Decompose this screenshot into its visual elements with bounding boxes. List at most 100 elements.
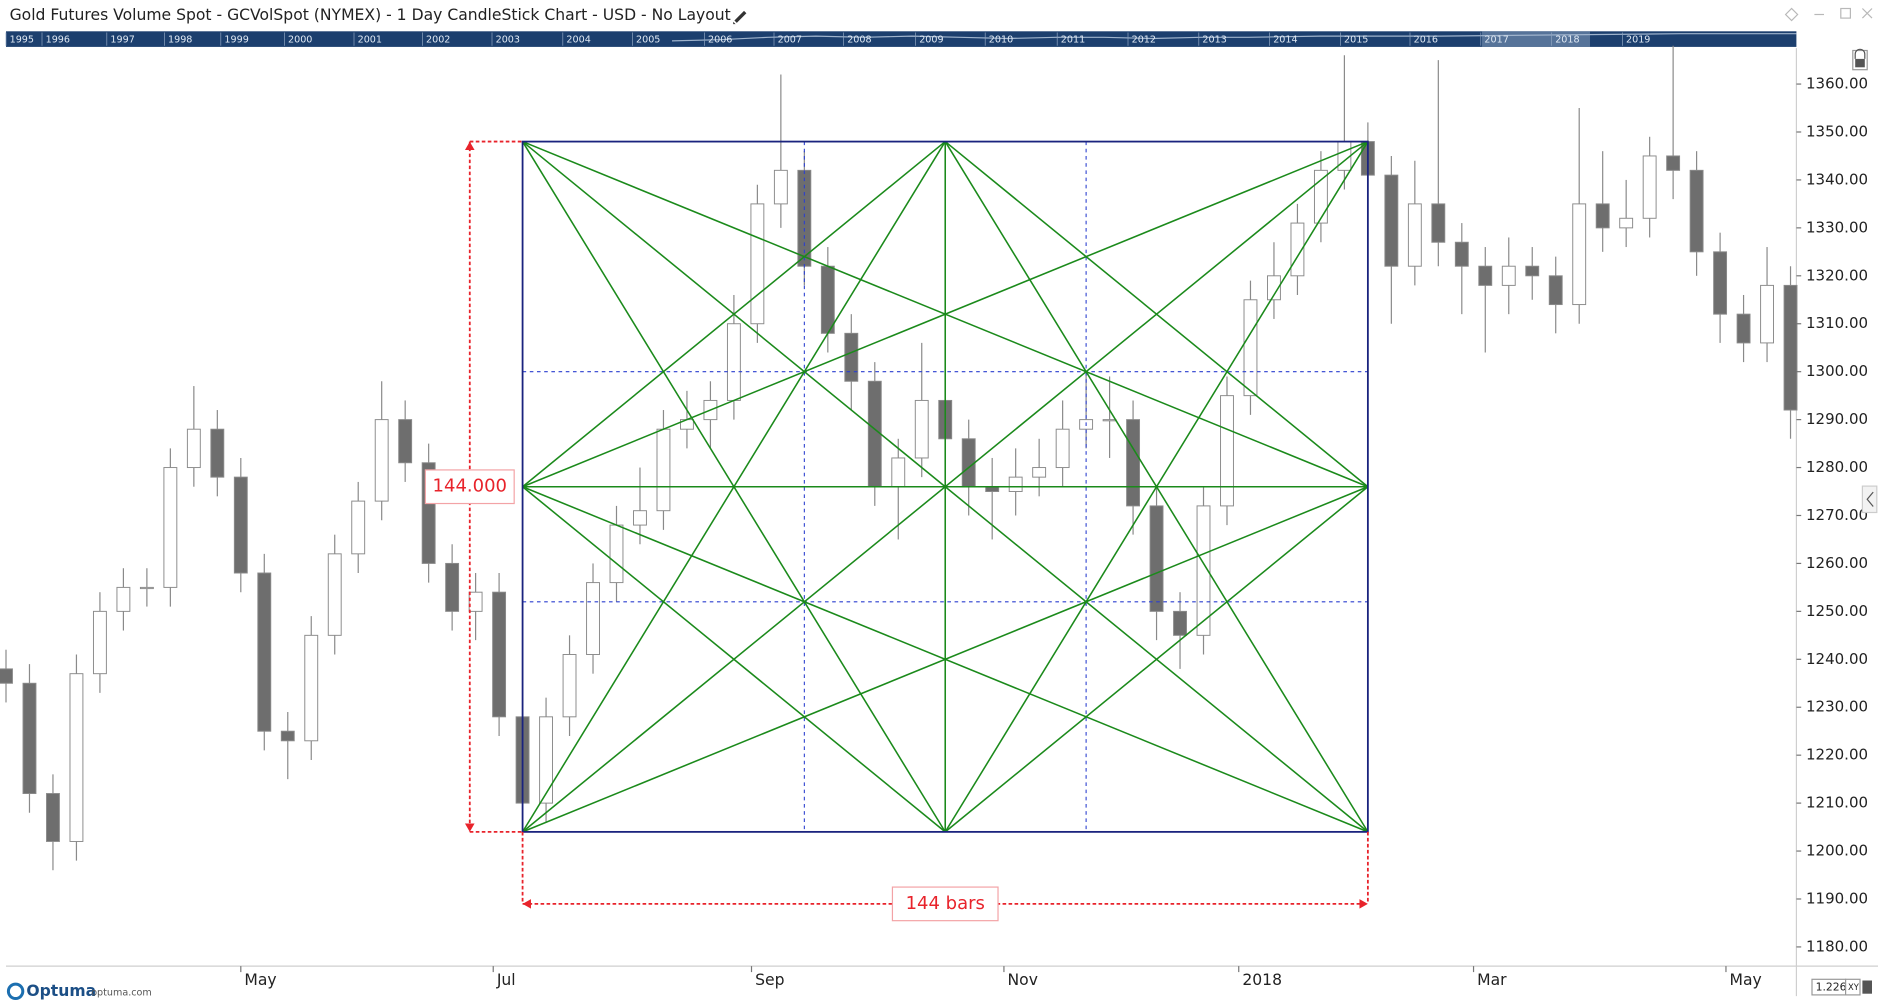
chart-title: Gold Futures Volume Spot - GCVolSpot (NY… xyxy=(10,6,731,24)
y-tick-label: 1260.00 xyxy=(1806,554,1868,572)
close-icon[interactable] xyxy=(1861,8,1873,19)
pin-icon[interactable] xyxy=(1784,7,1799,22)
candle-body xyxy=(374,419,389,502)
candle-body xyxy=(280,730,295,742)
candle-body xyxy=(1525,265,1540,277)
y-tick-label: 1240.00 xyxy=(1806,650,1868,668)
candle-body xyxy=(233,476,248,574)
panel-toggle[interactable] xyxy=(1861,485,1878,514)
candle-body xyxy=(1642,155,1657,219)
x-tick-label: Nov xyxy=(1008,971,1038,989)
logo-text: Optuma xyxy=(26,982,96,1000)
mode-box[interactable] xyxy=(1845,978,1861,996)
candle-body xyxy=(1337,141,1352,171)
candle-body xyxy=(1736,313,1751,344)
y-tick-label: 1300.00 xyxy=(1806,362,1868,380)
lock-icon xyxy=(1854,48,1866,59)
candle-body xyxy=(1173,610,1187,636)
year-label: 2010 xyxy=(989,35,1013,46)
y-tick-label: 1280.00 xyxy=(1806,458,1868,476)
candle-body xyxy=(773,169,788,205)
candle-body xyxy=(1689,169,1704,253)
y-tick-label: 1250.00 xyxy=(1806,602,1868,620)
logo-area xyxy=(0,980,150,1001)
candle-body xyxy=(468,591,483,612)
candle-body xyxy=(633,510,647,526)
edit-icon[interactable] xyxy=(733,10,747,25)
year-label: 2019 xyxy=(1626,35,1650,46)
overview-strip[interactable] xyxy=(6,31,1797,47)
candle-body xyxy=(257,572,272,732)
year-label: 2017 xyxy=(1484,35,1508,46)
y-tick-label: 1220.00 xyxy=(1806,746,1868,764)
restore-icon[interactable] xyxy=(1840,7,1851,19)
window-controls[interactable] xyxy=(1784,7,1873,22)
bar-label: 144 bars xyxy=(906,893,985,914)
chevron-icon xyxy=(1866,491,1874,507)
candle-body xyxy=(539,716,553,804)
candle-body xyxy=(445,562,460,612)
candle-body xyxy=(186,428,201,469)
gann-box[interactable]: 144.000 144 bars xyxy=(424,140,1369,922)
candle-body xyxy=(1032,467,1047,478)
candle-body xyxy=(398,419,413,464)
candle-body xyxy=(1760,284,1774,344)
y-tick-label: 1230.00 xyxy=(1806,698,1868,716)
year-label: 2015 xyxy=(1344,35,1368,46)
candle-body xyxy=(1431,203,1446,243)
year-label: 1999 xyxy=(224,35,248,46)
candle-body xyxy=(210,428,225,478)
candle-body xyxy=(961,438,976,488)
year-label: 2008 xyxy=(847,35,871,46)
candle-body xyxy=(304,634,319,742)
candle-body xyxy=(1313,169,1328,224)
year-label: 1997 xyxy=(110,35,134,46)
candle-body xyxy=(139,586,154,590)
year-label: 2001 xyxy=(358,35,382,46)
y-tick-label: 1340.00 xyxy=(1806,170,1868,188)
y-tick-label: 1320.00 xyxy=(1806,266,1868,284)
x-tick-label: May xyxy=(1730,971,1762,989)
candle-body xyxy=(1572,203,1587,306)
candle-body xyxy=(609,524,624,584)
axes: 1180.00 1190.00 1200.00 1210.00 1220.00 1230.… xyxy=(240,75,1868,989)
lock-icon xyxy=(1855,58,1865,68)
y-tick-label: 1210.00 xyxy=(1806,794,1868,812)
candle-body xyxy=(867,380,882,488)
candle-body xyxy=(1149,505,1164,612)
candle-body xyxy=(750,203,765,325)
y-tick-label: 1190.00 xyxy=(1806,889,1868,907)
mode-icon[interactable] xyxy=(1862,980,1872,994)
candle-body xyxy=(1267,275,1281,301)
y-tick-label: 1350.00 xyxy=(1806,122,1868,140)
y-tick-label: 1310.00 xyxy=(1806,314,1868,332)
candle-body xyxy=(163,467,178,588)
year-label: 2011 xyxy=(1061,35,1085,46)
price-label-box xyxy=(424,469,515,505)
gann-frame xyxy=(521,140,1369,833)
y-tick-label: 1330.00 xyxy=(1806,218,1868,236)
bar-label-box xyxy=(891,886,999,922)
candle-body xyxy=(1454,241,1469,267)
candle-body xyxy=(1501,265,1516,286)
candle-body xyxy=(562,654,577,718)
candle-body xyxy=(1196,505,1211,636)
year-label: 2002 xyxy=(426,35,450,46)
year-label: 1996 xyxy=(46,35,70,46)
candle-body xyxy=(1666,155,1681,171)
candle-body xyxy=(1243,299,1258,397)
candle-body xyxy=(914,399,929,459)
y-tick-label: 1270.00 xyxy=(1806,506,1868,524)
candle-body xyxy=(1220,395,1234,507)
candle-body xyxy=(1055,428,1070,469)
candle-body xyxy=(116,586,131,612)
year-label: 1998 xyxy=(168,35,192,46)
scale-value: 1.226 xyxy=(1816,981,1847,994)
y-tick-label: 1200.00 xyxy=(1806,842,1868,860)
price-label: 144.000 xyxy=(433,476,507,497)
gann-line xyxy=(522,140,946,488)
x-tick-label: May xyxy=(244,971,276,989)
side-controls[interactable] xyxy=(1852,48,1878,514)
